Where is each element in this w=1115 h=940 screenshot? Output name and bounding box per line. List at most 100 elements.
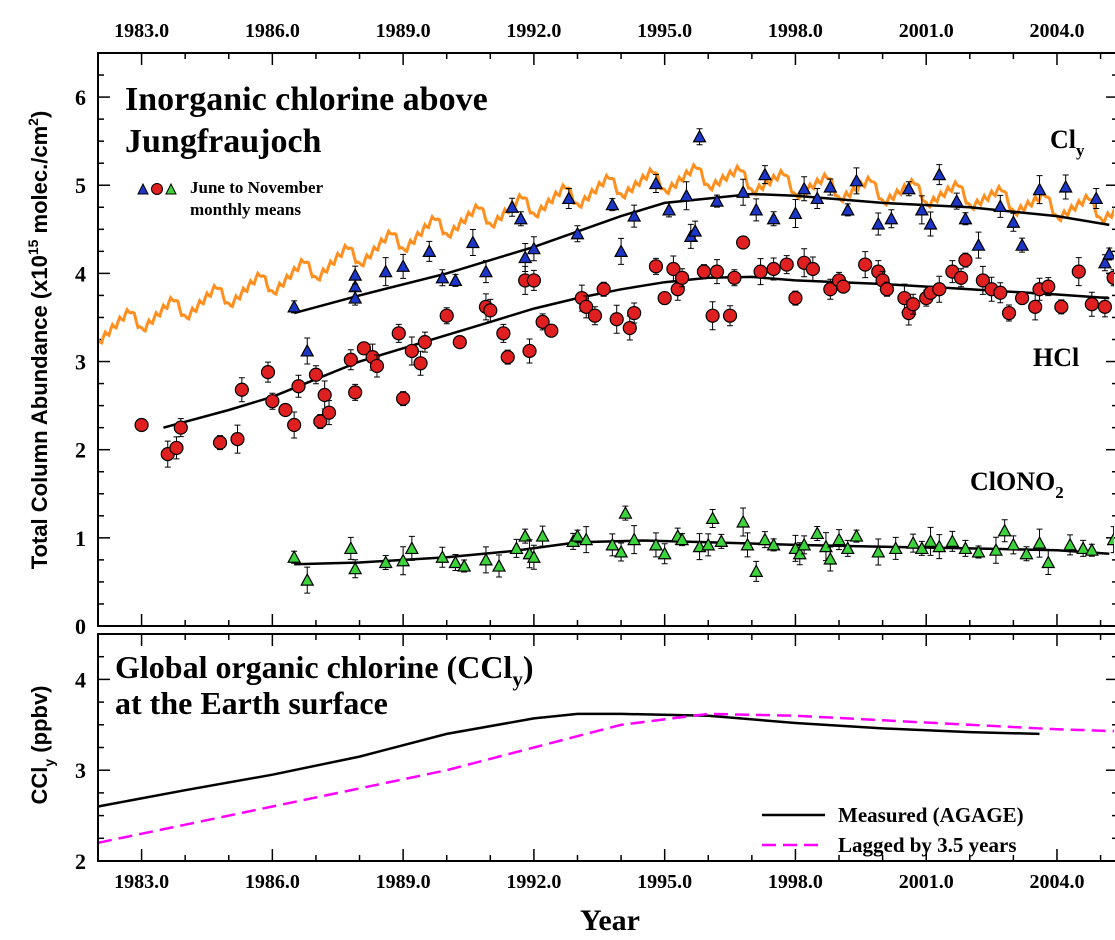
- top-x-tick-label: 2004.0: [1029, 20, 1084, 42]
- hcl-point: [321, 405, 337, 420]
- clono2-point: [923, 534, 938, 547]
- bottom-x-tick-label: 2004.0: [1029, 871, 1084, 893]
- clono2-point: [736, 514, 751, 528]
- cly-point: [949, 193, 964, 207]
- hcl-point: [317, 387, 332, 403]
- top-panel-x-ticks: [97, 53, 1102, 626]
- ccly-lines: [99, 712, 1114, 844]
- top-panel-y-ticks: [98, 52, 1115, 627]
- bottom-x-tick-label: 1995.0: [637, 871, 692, 893]
- bottom-x-tick-label: 1989.0: [376, 871, 431, 893]
- hcl-point: [953, 270, 969, 285]
- hcl-point: [369, 358, 385, 374]
- clono2-point: [832, 532, 847, 546]
- clono2-point: [627, 532, 642, 546]
- cly-point: [561, 191, 576, 205]
- hcl-point: [766, 261, 781, 277]
- cly-model-line: [99, 161, 1114, 346]
- cly-point: [348, 290, 363, 304]
- legend-line2: monthly means: [190, 200, 301, 219]
- cly-point: [605, 197, 620, 211]
- cly-point: [1015, 237, 1030, 251]
- clono2-point: [849, 528, 864, 542]
- cly-point: [1032, 182, 1047, 196]
- clono2-point: [492, 558, 507, 572]
- cly-point: [679, 188, 694, 202]
- cly-point: [766, 211, 781, 225]
- hcl-point: [404, 343, 419, 359]
- hcl-point: [287, 417, 302, 433]
- hcl-point: [134, 417, 149, 433]
- clono2-point: [378, 555, 393, 569]
- clono2-point: [1106, 532, 1114, 546]
- clono2-point: [932, 539, 947, 553]
- hcl-point: [1106, 270, 1114, 285]
- bottom-y-axis-label: CCly (ppbv): [27, 685, 57, 804]
- hcl-point: [413, 356, 428, 371]
- hcl-point: [805, 261, 820, 277]
- hcl-point: [709, 264, 725, 279]
- clono2-point: [971, 544, 986, 558]
- cly-point: [810, 191, 825, 205]
- hcl-point: [173, 420, 188, 435]
- hcl-point: [736, 235, 751, 250]
- legend-cly-marker: [137, 182, 149, 195]
- hcl-point: [535, 314, 550, 329]
- cly-label: Cly: [1050, 125, 1085, 160]
- hcl-point: [230, 432, 245, 447]
- clono2-point: [605, 537, 620, 551]
- cly-point: [300, 343, 315, 357]
- hcl-point: [500, 350, 515, 365]
- hcl-point: [932, 282, 947, 297]
- hcl-point: [439, 308, 454, 323]
- hcl-point: [587, 308, 603, 323]
- top-y-tick-labels: 0 1 2 3 4 5 6: [75, 85, 86, 639]
- hcl-point: [627, 305, 642, 321]
- clono2-point: [1006, 537, 1021, 551]
- clono2-point: [1076, 541, 1091, 555]
- bottom-y-tick-label: 4: [75, 667, 86, 692]
- cly-point: [465, 235, 480, 249]
- hcl-point: [975, 273, 990, 288]
- hcl-point: [391, 326, 406, 341]
- lagged-line: [99, 712, 1114, 844]
- cly-point: [1089, 191, 1104, 205]
- bottom-panel-x-ticks: [97, 634, 1102, 861]
- cly-model-path: [99, 161, 1114, 346]
- clono2-point: [1041, 555, 1056, 569]
- top-x-tick-label: 1995.0: [637, 20, 692, 42]
- clono2-point: [945, 534, 960, 547]
- hcl-point: [526, 273, 541, 288]
- clono2-point: [958, 541, 973, 555]
- hcl-point: [522, 343, 537, 359]
- hcl-point: [291, 379, 306, 394]
- clono2-point: [906, 535, 921, 549]
- data-markers: [134, 128, 1114, 594]
- hcl-point: [1028, 299, 1043, 314]
- cly-point: [570, 226, 585, 240]
- top-x-tick-label: 1992.0: [506, 20, 561, 42]
- clono2-point: [457, 558, 472, 572]
- hcl-point: [1001, 305, 1017, 321]
- top-title-line2: Jungfraujoch: [125, 123, 322, 160]
- hcl-point: [396, 391, 411, 406]
- clono2-point: [888, 541, 903, 555]
- bottom-title: Global organic chlorine (CCly) at the Ea…: [115, 649, 541, 721]
- clono2-point: [701, 537, 716, 551]
- bottom-x-tick-label: 2001.0: [899, 871, 954, 893]
- hcl-point: [496, 326, 511, 341]
- hcl-point: [596, 282, 611, 297]
- hcl-point: [705, 308, 720, 323]
- clono2-point: [396, 553, 411, 567]
- clono2-point: [348, 561, 363, 575]
- hcl-point: [343, 352, 358, 367]
- cly-point: [1097, 255, 1112, 269]
- top-legend: June to November monthly means: [137, 178, 324, 219]
- hcl-point: [722, 308, 738, 323]
- top-x-tick-label: 1986.0: [245, 20, 300, 42]
- legend-measured-text: Measured (AGAGE): [838, 803, 1024, 827]
- cly-point: [422, 244, 437, 257]
- cly-series: [287, 128, 1114, 365]
- bottom-x-tick-label: 1992.0: [506, 871, 561, 893]
